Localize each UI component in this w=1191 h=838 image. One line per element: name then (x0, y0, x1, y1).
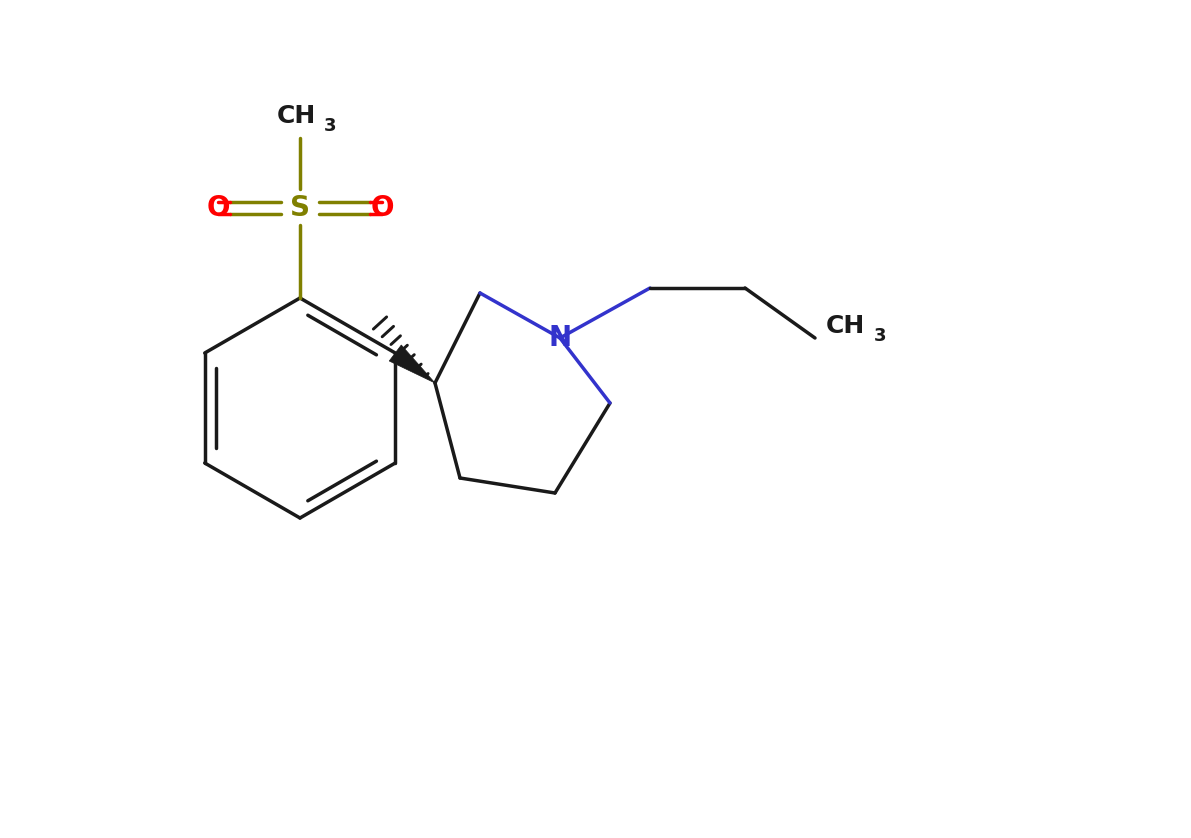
Text: O: O (206, 194, 230, 222)
Text: 3: 3 (874, 327, 886, 345)
Text: N: N (548, 324, 572, 352)
Polygon shape (389, 345, 435, 383)
Text: O: O (370, 194, 394, 222)
Text: CH: CH (825, 314, 865, 338)
Text: 3: 3 (324, 117, 336, 135)
Text: CH: CH (276, 104, 316, 128)
Text: S: S (289, 194, 310, 222)
